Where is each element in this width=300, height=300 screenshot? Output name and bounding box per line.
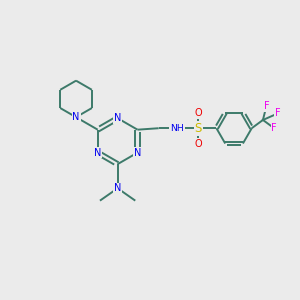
- Text: N: N: [72, 112, 80, 122]
- Text: F: F: [264, 101, 269, 111]
- Text: N: N: [134, 148, 141, 158]
- Text: F: F: [271, 123, 277, 133]
- Text: F: F: [275, 109, 280, 118]
- Text: N: N: [114, 113, 121, 123]
- Text: NH: NH: [170, 124, 184, 133]
- Text: S: S: [194, 122, 202, 135]
- Text: O: O: [194, 108, 202, 118]
- Text: N: N: [94, 148, 101, 158]
- Text: O: O: [194, 139, 202, 148]
- Text: N: N: [114, 183, 121, 193]
